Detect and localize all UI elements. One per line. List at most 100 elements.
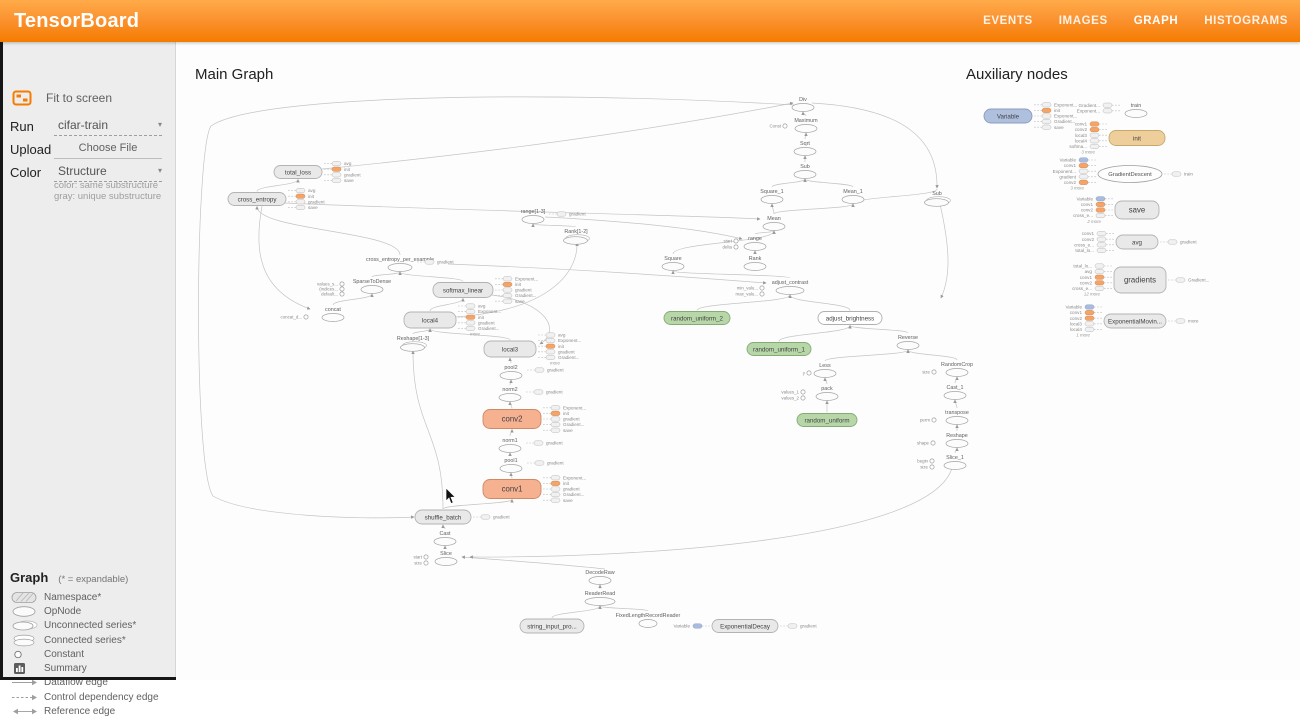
graph-node-ru0[interactable]: random_uniform	[796, 413, 858, 427]
color-label: Color	[10, 164, 42, 180]
tab-images[interactable]: IMAGES	[1058, 15, 1108, 27]
svg-text:gradient: gradient	[437, 260, 454, 265]
svg-text:Variable: Variable	[673, 624, 690, 629]
graph-node-train[interactable]: train Gradient...Exponent...	[1077, 102, 1148, 118]
graph-node-resh13[interactable]: Reshape[1-3]	[397, 336, 430, 352]
graph-node-ru1[interactable]: random_uniform_1	[746, 342, 812, 356]
graph-node-square1[interactable]: Square_1	[760, 189, 784, 204]
graph-node-div[interactable]: Div	[791, 97, 815, 112]
svg-text:Div: Div	[799, 97, 807, 103]
graph-node-gd[interactable]: GradientDescent Variableconv1Exponent...g…	[1053, 157, 1194, 191]
tab-histograms[interactable]: HISTOGRAMS	[1204, 15, 1288, 27]
window-edge	[0, 42, 3, 680]
svg-text:total_lo...: total_lo...	[1075, 248, 1094, 253]
graph-node-gradients[interactable]: gradients total_lo...avgconv1conv2cross_e…	[1072, 263, 1209, 297]
graph-node-sqrt[interactable]: Sqrt	[793, 141, 817, 156]
main-graph-title: Main Graph	[195, 66, 274, 83]
graph-node-sub1[interactable]: Sub	[924, 191, 951, 207]
svg-text:Square: Square	[664, 256, 681, 262]
graph-node-shuffle[interactable]: shuffle_batch gradient	[414, 509, 510, 525]
svg-text:gradient: gradient	[1059, 174, 1076, 179]
graph-node-pool2[interactable]: pool2 gradient	[499, 365, 564, 380]
graph-node-mean[interactable]: Mean	[762, 216, 786, 231]
svg-text:transpose: transpose	[945, 410, 969, 416]
tab-events[interactable]: EVENTS	[983, 15, 1033, 27]
svg-text:Gradient...: Gradient...	[558, 355, 579, 360]
svg-text:Exponent...: Exponent...	[478, 309, 501, 314]
graph-node-decraw[interactable]: DecodeRaw	[585, 570, 615, 585]
graph-node-stringinput[interactable]: string_input_pro...	[519, 618, 585, 634]
graph-node-variable[interactable]: VariableExponent...initExponent...Gradie…	[983, 102, 1077, 130]
graph-node-cast[interactable]: Cast	[433, 531, 457, 546]
graph-node-transp[interactable]: transpose perm	[920, 410, 969, 425]
svg-text:more: more	[550, 361, 561, 366]
svg-text:save: save	[563, 428, 573, 433]
svg-text:local3: local3	[1075, 133, 1087, 138]
svg-text:init: init	[344, 167, 351, 172]
graph-node-reshr[interactable]: Reshape shape	[917, 433, 969, 448]
graph-node-local4[interactable]: local4 avgExponent...initgradientGradient…	[403, 303, 501, 337]
graph-node-reverse[interactable]: Reverse	[896, 335, 920, 350]
graph-node-xentpe[interactable]: cross_entropy_per_example gradient	[366, 257, 454, 272]
run-select[interactable]: cifar-train ▾	[54, 116, 162, 136]
mouse-cursor	[445, 487, 457, 504]
svg-text:1 more: 1 more	[1076, 333, 1090, 338]
svg-text:Variable: Variable	[997, 113, 1020, 120]
svg-text:cross_e...: cross_e...	[1073, 213, 1093, 218]
graph-node-local3[interactable]: local3 avgExponent...initgradientGradient…	[483, 332, 581, 366]
graph-node-range13[interactable]: range[1-3] gradient	[521, 209, 587, 224]
color-select[interactable]: Structure ▾	[54, 162, 162, 182]
graph-node-mean1[interactable]: Mean_1	[841, 189, 865, 204]
control-dep-edge-icon	[10, 691, 44, 704]
svg-text:Gradient...: Gradient...	[563, 492, 584, 497]
graph-node-rank12[interactable]: Rank[1-2]	[563, 229, 590, 245]
svg-text:range: range	[748, 236, 762, 242]
graph-node-conv2[interactable]: conv2 Exponent...initgradientGradient...s…	[482, 405, 586, 433]
graph-node-softmax[interactable]: softmax_linear Exponent...initgradientGra…	[432, 276, 538, 304]
graph-node-norm1[interactable]: norm1 gradient	[498, 438, 563, 453]
graph-node-norm2[interactable]: norm2 gradient	[498, 387, 563, 402]
svg-text:adjust_contrast: adjust_contrast	[772, 280, 809, 286]
graph-node-rank[interactable]: Rank	[743, 256, 767, 271]
graph-node-conv1[interactable]: conv1 Exponent...initgradientGradient...s…	[482, 475, 586, 503]
fit-to-screen-label[interactable]: Fit to screen	[46, 91, 113, 105]
graph-edges	[198, 96, 959, 619]
graph-node-maximum[interactable]: Maximum Const	[770, 118, 819, 133]
choose-file-button[interactable]: Choose File	[54, 139, 162, 159]
graph-node-adjb[interactable]: adjust_brightness	[817, 311, 883, 325]
graph-node-adjc[interactable]: adjust_contrast min_valu...max_valu...	[736, 280, 809, 297]
svg-text:RandomCrop: RandomCrop	[941, 362, 973, 368]
graph-node-pool1[interactable]: pool1 gradient	[499, 458, 564, 473]
graph-node-rcrop[interactable]: RandomCrop size	[922, 362, 973, 377]
svg-text:conv1: conv1	[1082, 231, 1095, 236]
svg-text:gradients: gradients	[1124, 275, 1156, 284]
svg-text:local3: local3	[1070, 321, 1082, 326]
graph-node-cast1[interactable]: Cast_1	[943, 385, 967, 400]
graph-node-square[interactable]: Square	[661, 256, 685, 271]
legend-note: (* = expandable)	[58, 574, 129, 585]
graph-node-flrr[interactable]: FixedLengthRecordReader	[616, 613, 681, 628]
graph-node-ru2[interactable]: random_uniform_2	[663, 311, 731, 325]
svg-text:(indices...: (indices...	[319, 287, 338, 292]
graph-node-readerread[interactable]: ReaderRead	[584, 591, 616, 606]
graph-node-expdecay[interactable]: ExponentialDecay gradient Variable	[673, 619, 817, 633]
svg-text:gradient: gradient	[308, 199, 325, 204]
graph-node-expmov[interactable]: ExponentialMovin...Variableconv1conv2loc…	[1065, 304, 1199, 338]
fit-to-screen-icon[interactable]	[12, 90, 32, 106]
graph-node-s2d[interactable]: SparseToDense values_s...(indices...defau…	[317, 279, 391, 297]
graph-canvas[interactable]: Div Maximum Const Sqrt Sub Square_1 Mean_1 Sub M…	[177, 42, 1300, 680]
graph-node-less[interactable]: Less y	[803, 363, 837, 378]
graph-node-sub[interactable]: Sub	[793, 164, 817, 179]
tab-graph[interactable]: GRAPH	[1133, 15, 1179, 27]
svg-text:Exponent...: Exponent...	[1053, 169, 1076, 174]
graph-node-concat[interactable]: concat concat_d...	[281, 307, 345, 322]
